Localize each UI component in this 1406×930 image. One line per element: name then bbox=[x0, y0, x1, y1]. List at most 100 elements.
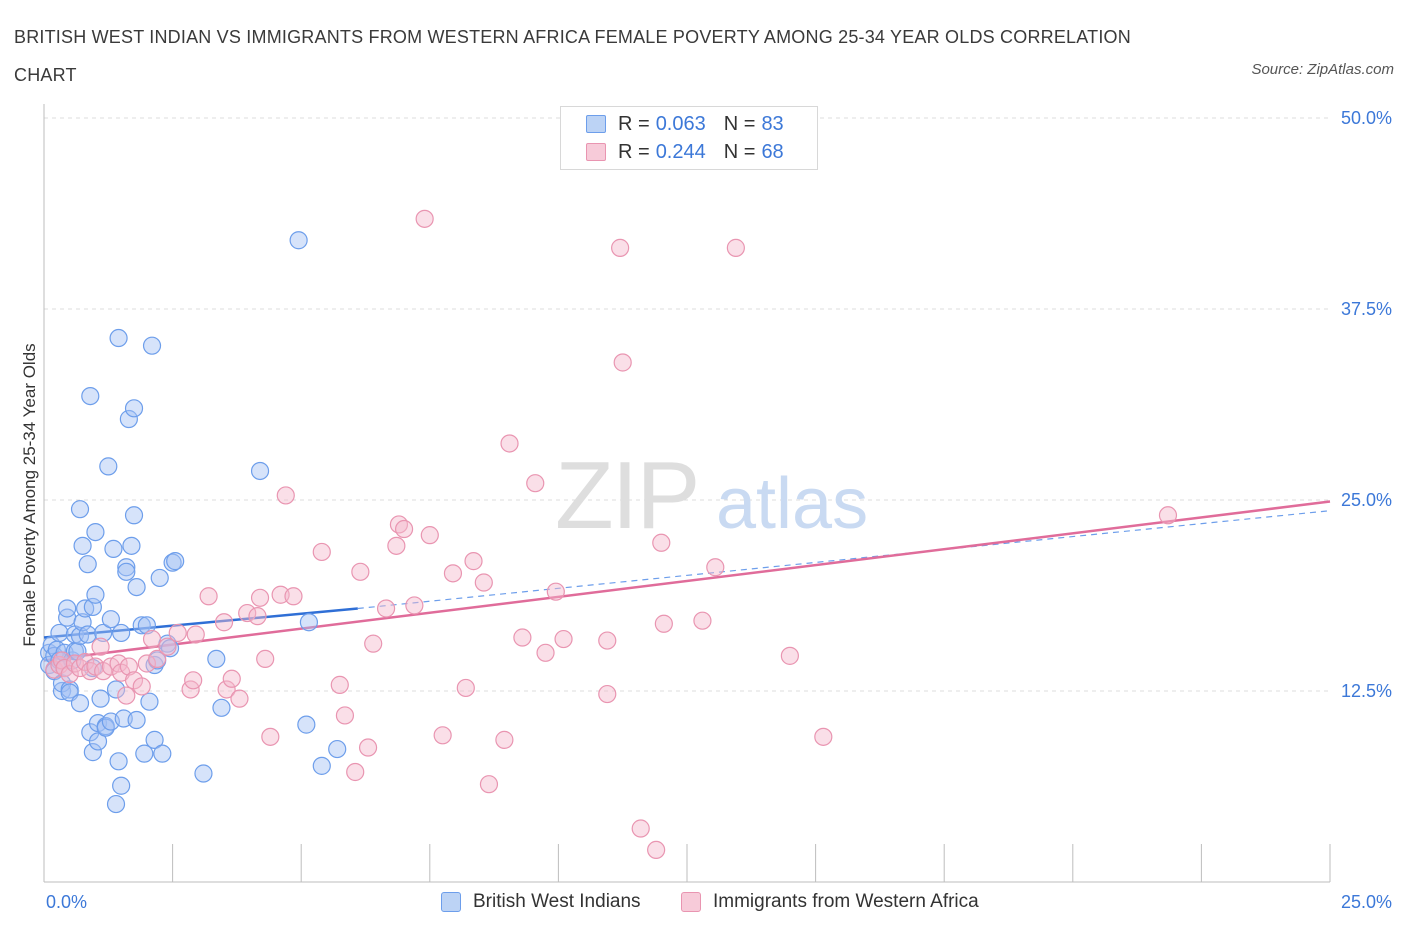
point-british-west-indian bbox=[166, 552, 185, 571]
point-western-africa bbox=[654, 614, 673, 633]
point-western-africa bbox=[500, 434, 519, 453]
x-tick-label: 25.0% bbox=[1341, 892, 1392, 912]
n-label: N = bbox=[723, 112, 756, 135]
point-western-africa bbox=[647, 840, 666, 860]
point-british-west-indian bbox=[250, 461, 270, 481]
point-british-west-indian bbox=[94, 623, 113, 643]
point-western-africa bbox=[513, 628, 532, 647]
point-british-west-indian bbox=[99, 457, 118, 476]
series-legend-item-immigrants-western-africa: Immigrants from Western Africa bbox=[681, 888, 979, 916]
point-western-africa bbox=[546, 582, 565, 601]
point-british-west-indian bbox=[328, 739, 347, 759]
point-western-africa bbox=[376, 599, 396, 618]
point-british-west-indian bbox=[81, 386, 100, 406]
point-british-west-indian bbox=[122, 536, 141, 555]
point-western-africa bbox=[611, 238, 630, 257]
point-british-west-indian bbox=[112, 623, 131, 643]
r-label: R = bbox=[618, 140, 650, 163]
point-western-africa bbox=[631, 819, 650, 838]
point-british-west-indian bbox=[117, 562, 136, 581]
svg-text:atlas: atlas bbox=[716, 464, 868, 544]
point-western-africa bbox=[199, 587, 218, 606]
point-british-west-indian bbox=[142, 336, 162, 355]
point-western-africa bbox=[256, 649, 275, 669]
point-british-west-indian bbox=[135, 744, 154, 763]
series-name: Immigrants from Western Africa bbox=[713, 891, 979, 912]
point-british-west-indian bbox=[91, 689, 110, 708]
point-western-africa bbox=[142, 629, 162, 649]
point-western-africa bbox=[364, 634, 383, 653]
point-western-africa bbox=[91, 637, 110, 656]
point-british-west-indian bbox=[78, 555, 97, 574]
point-western-africa bbox=[214, 613, 234, 632]
point-western-africa bbox=[420, 526, 439, 545]
point-western-africa bbox=[536, 643, 555, 662]
point-western-africa bbox=[346, 762, 365, 782]
r-label: R = bbox=[618, 112, 650, 135]
legend-row-immigrants-western-africa: R = 0.244 N = 68 bbox=[586, 139, 784, 165]
y-axis-label: Female Poverty Among 25-34 Year Olds bbox=[20, 343, 39, 646]
point-british-west-indian bbox=[132, 616, 151, 635]
point-british-west-indian bbox=[127, 710, 146, 730]
data-points bbox=[40, 209, 1178, 860]
point-british-west-indian bbox=[73, 536, 92, 555]
point-western-africa bbox=[276, 486, 295, 505]
point-british-west-indian bbox=[153, 744, 172, 763]
point-western-africa bbox=[230, 689, 249, 708]
series-name: British West Indians bbox=[473, 891, 641, 912]
r-value: 0.244 bbox=[655, 140, 706, 163]
point-british-west-indian bbox=[70, 626, 90, 646]
point-british-west-indian bbox=[127, 577, 146, 597]
y-tick-label: 12.5% bbox=[1341, 681, 1392, 701]
point-british-west-indian bbox=[101, 610, 120, 629]
point-western-africa bbox=[222, 669, 241, 688]
point-western-africa bbox=[351, 562, 370, 581]
point-british-west-indian bbox=[119, 409, 138, 429]
point-western-africa bbox=[526, 474, 545, 493]
point-british-west-indian bbox=[109, 328, 128, 348]
point-western-africa bbox=[598, 684, 617, 704]
point-western-africa bbox=[443, 564, 463, 583]
n-value: 68 bbox=[761, 140, 784, 163]
point-british-west-indian bbox=[88, 732, 108, 751]
point-western-africa bbox=[335, 706, 355, 725]
y-tick-label: 25.0% bbox=[1341, 490, 1392, 510]
point-western-africa bbox=[217, 680, 236, 699]
point-western-africa bbox=[330, 675, 349, 694]
point-western-africa bbox=[1158, 506, 1178, 525]
point-western-africa bbox=[479, 775, 499, 794]
point-western-africa bbox=[456, 678, 475, 698]
point-western-africa bbox=[117, 686, 136, 705]
point-british-west-indian bbox=[112, 776, 131, 795]
point-western-africa bbox=[312, 542, 331, 562]
point-british-west-indian bbox=[76, 599, 95, 618]
legend-swatch-pink bbox=[586, 143, 606, 161]
watermark: ZIP atlas bbox=[555, 442, 868, 549]
y-tick-label: 50.0% bbox=[1341, 108, 1392, 128]
point-british-west-indian bbox=[145, 730, 164, 749]
legend-swatch-blue bbox=[441, 892, 461, 912]
point-western-africa bbox=[261, 727, 280, 746]
point-western-africa bbox=[358, 738, 378, 757]
point-western-africa bbox=[415, 209, 434, 228]
axes bbox=[43, 104, 1331, 883]
tick-labels: 12.5% 25.0% 37.5% 50.0% 0.0% 25.0% bbox=[46, 108, 1392, 912]
point-british-west-indian bbox=[58, 599, 77, 618]
point-british-west-indian bbox=[312, 756, 331, 775]
stats-legend: R = 0.063 N = 83 R = 0.244 N = 68 bbox=[560, 106, 818, 170]
chart-title: BRITISH WEST INDIAN VS IMMIGRANTS FROM W… bbox=[14, 27, 1131, 85]
point-western-africa bbox=[148, 649, 167, 669]
point-british-west-indian bbox=[70, 500, 90, 519]
trend-line-western-africa bbox=[43, 500, 1331, 662]
point-western-africa bbox=[284, 587, 303, 606]
point-british-west-indian bbox=[212, 698, 231, 717]
point-british-west-indian bbox=[78, 625, 97, 644]
legend-swatch-pink bbox=[681, 892, 701, 912]
point-british-west-indian bbox=[83, 743, 102, 762]
point-british-west-indian bbox=[86, 585, 105, 604]
r-value: 0.063 bbox=[655, 112, 706, 135]
point-british-west-indian bbox=[124, 506, 144, 525]
n-label: N = bbox=[723, 140, 756, 163]
point-british-west-indian bbox=[117, 558, 136, 577]
